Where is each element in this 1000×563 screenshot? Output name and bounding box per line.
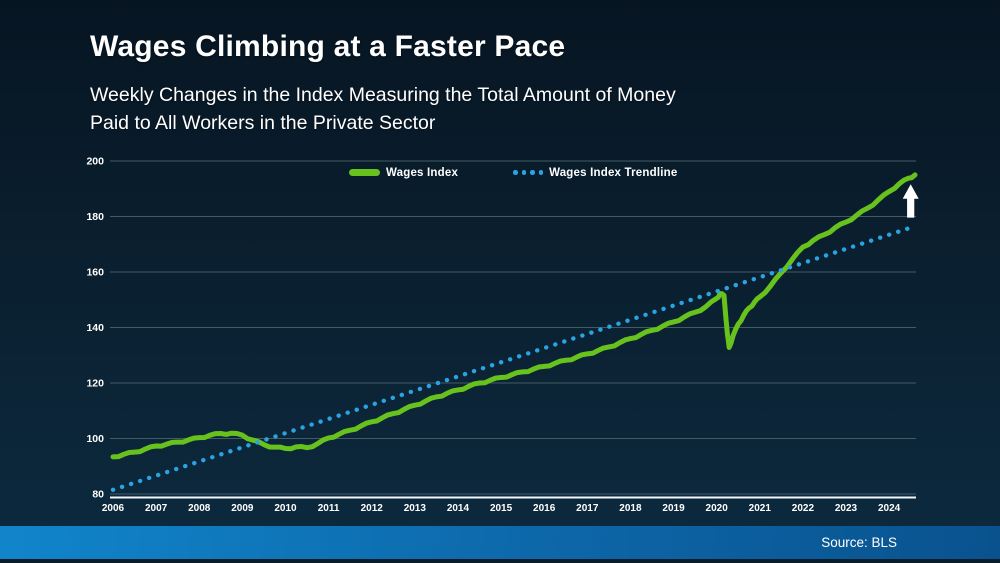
y-tick-label-200: 200 <box>86 156 104 168</box>
trendline-series <box>110 224 918 493</box>
y-tick-label-140: 140 <box>86 322 104 334</box>
legend-item-trendline: Wages Index Trendline <box>513 167 677 179</box>
x-tick-label-2024: 2024 <box>878 503 901 514</box>
legend-item-wages-index: Wages Index <box>349 167 458 179</box>
x-tick-label-2023: 2023 <box>835 503 858 514</box>
wages-index-series <box>110 172 918 460</box>
x-tick-label-2017: 2017 <box>576 503 599 514</box>
x-tick-label-2015: 2015 <box>490 503 513 514</box>
source-attribution: Source: BLS <box>821 535 897 550</box>
x-tick-label-2021: 2021 <box>749 503 772 514</box>
x-tick-label-2009: 2009 <box>231 503 254 514</box>
trendline-dot <box>513 170 518 175</box>
y-tick-label-100: 100 <box>86 433 104 445</box>
trendline-dot <box>530 170 535 175</box>
legend-label-trendline: Wages Index Trendline <box>549 166 678 179</box>
x-tick-label-2013: 2013 <box>404 503 427 514</box>
x-tick-label-2008: 2008 <box>188 503 211 514</box>
x-tick-label-2022: 2022 <box>792 503 815 514</box>
chart-subtitle: Weekly Changes in the Index Measuring th… <box>90 82 676 137</box>
x-tick-label-2007: 2007 <box>145 503 168 514</box>
page-title: Wages Climbing at a Faster Pace <box>90 30 566 63</box>
footer-bottom-strip <box>0 559 1000 563</box>
subtitle-line-1: Weekly Changes in the Index Measuring th… <box>90 84 676 106</box>
subtitle-line-2: Paid to All Workers in the Private Secto… <box>90 111 436 134</box>
x-tick-label-2016: 2016 <box>533 503 556 514</box>
trendline-dot <box>521 170 527 175</box>
x-tick-label-2006: 2006 <box>102 503 125 514</box>
wages-line-swatch-icon <box>349 169 380 176</box>
y-tick-label-160: 160 <box>86 267 104 279</box>
chart-legend: Wages Index Wages Index Trendline <box>349 164 677 181</box>
footer-bar: Source: BLS <box>0 526 1000 559</box>
legend-label-wages-index: Wages Index <box>386 166 459 179</box>
x-tick-label-2012: 2012 <box>361 503 384 514</box>
trendline-dot <box>538 170 544 175</box>
arrow-up-icon <box>902 184 919 218</box>
y-tick-label-120: 120 <box>86 378 104 390</box>
y-tick-label-80: 80 <box>92 489 104 501</box>
x-tick-label-2018: 2018 <box>619 503 642 514</box>
x-tick-label-2014: 2014 <box>447 503 470 514</box>
x-tick-label-2020: 2020 <box>706 503 729 514</box>
x-tick-label-2010: 2010 <box>274 503 297 514</box>
y-tick-label-180: 180 <box>86 211 104 223</box>
x-tick-label-2011: 2011 <box>318 503 340 514</box>
trendline-dots-swatch-icon <box>513 170 544 175</box>
x-tick-label-2019: 2019 <box>662 503 685 514</box>
